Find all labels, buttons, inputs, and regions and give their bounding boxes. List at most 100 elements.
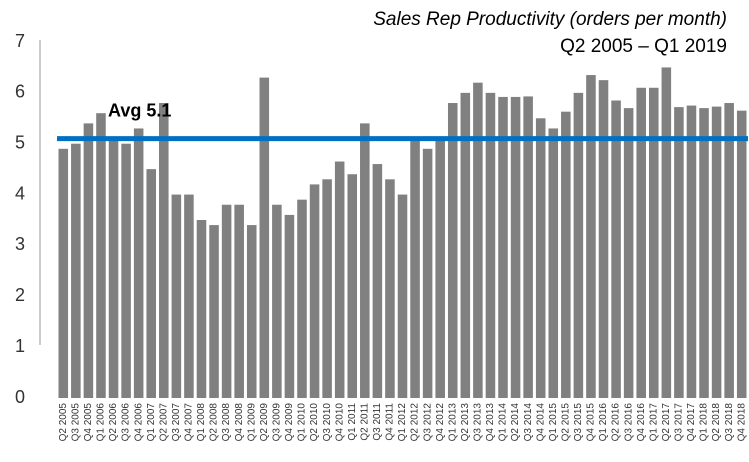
x-tick-label: Q1 2018: [699, 403, 710, 442]
bar: [297, 199, 307, 398]
bar: [711, 106, 722, 399]
bar: [548, 128, 559, 398]
x-tick-label: Q1 2011: [347, 403, 358, 441]
bar: [674, 107, 684, 399]
bar: [171, 194, 182, 398]
bar: [221, 204, 232, 398]
x-tick-label: Q3 2009: [272, 403, 283, 442]
bar: [686, 105, 697, 399]
x-tick-label: Q2 2005: [58, 403, 69, 442]
bar: [284, 214, 295, 398]
bar: [422, 148, 433, 398]
bar: [510, 96, 521, 398]
x-tick-label: Q4 2017: [686, 403, 697, 442]
x-tick-label: Q4 2014: [535, 403, 546, 442]
bar: [146, 169, 157, 398]
bar: [736, 110, 747, 399]
bar: [385, 179, 395, 398]
x-tick-label: Q4 2015: [586, 403, 597, 442]
bar: [598, 80, 609, 399]
bar: [259, 77, 270, 398]
x-tick-label: Q2 2014: [510, 403, 521, 442]
bar: [648, 87, 659, 399]
bar: [473, 82, 483, 398]
x-tick-label: Q2 2012: [410, 403, 421, 442]
bar: [309, 184, 320, 398]
y-tick-label: 1: [15, 336, 25, 356]
bar: [184, 194, 194, 398]
chart-subtitle: Q2 2005 – Q1 2019: [560, 36, 727, 57]
x-tick-label: Q4 2007: [184, 403, 195, 442]
x-tick-label: Q3 2010: [322, 403, 333, 442]
bar: [661, 67, 672, 398]
x-tick-label: Q2 2010: [309, 403, 320, 442]
x-tick-label: Q2 2018: [711, 403, 722, 442]
x-tick-label: Q1 2009: [246, 403, 257, 442]
x-tick-label: Q4 2016: [636, 403, 647, 442]
x-tick-label: Q1 2006: [96, 403, 107, 442]
bar: [234, 204, 244, 398]
bar: [159, 103, 169, 399]
x-tick-label: Q4 2011: [385, 403, 396, 441]
bar: [523, 96, 533, 398]
bar: [322, 179, 332, 398]
x-tick-label: Q2 2008: [209, 403, 220, 442]
bar: [246, 225, 257, 398]
bar: [485, 92, 496, 398]
bar: [83, 123, 94, 398]
y-tick-label: 0: [15, 387, 25, 407]
y-tick-label: 6: [15, 82, 25, 102]
bar: [71, 143, 81, 398]
x-tick-label: Q3 2016: [623, 403, 634, 442]
bar: [699, 108, 709, 398]
x-tick-label: Q2 2006: [108, 403, 119, 442]
x-tick-label: Q1 2017: [648, 403, 659, 442]
bar: [573, 92, 584, 398]
bar: [435, 138, 445, 398]
x-tick-label: Q1 2015: [548, 403, 559, 442]
bar: [334, 161, 345, 398]
x-tick-label: Q4 2013: [485, 403, 496, 442]
x-tick-label: Q2 2013: [460, 403, 471, 442]
bar: [372, 164, 383, 398]
bar: [133, 128, 144, 398]
bar: [623, 108, 634, 398]
x-tick-label: Q1 2014: [498, 403, 509, 442]
y-tick-label: 3: [15, 234, 25, 254]
x-tick-label: Q3 2017: [674, 403, 685, 442]
bar: [96, 113, 106, 398]
x-tick-label: Q1 2007: [146, 403, 157, 442]
x-tick-label: Q3 2011: [372, 403, 383, 441]
bar: [535, 118, 546, 399]
x-tick-label: Q4 2012: [435, 403, 446, 442]
x-tick-label: Q2 2007: [158, 403, 169, 442]
x-tick-label: Q2 2011: [359, 403, 370, 441]
average-label: Avg 5.1: [108, 100, 171, 120]
x-tick-label: Q4 2009: [284, 403, 295, 442]
x-tick-label: Q4 2008: [234, 403, 245, 442]
bar: [611, 100, 621, 398]
bar: [58, 148, 69, 398]
bar: [447, 103, 458, 399]
x-tick-label: Q2 2017: [661, 403, 672, 442]
x-tick-label: Q3 2005: [70, 403, 81, 442]
y-tick-label: 2: [15, 285, 25, 305]
x-tick-label: Q3 2013: [473, 403, 484, 442]
bar: [724, 103, 734, 399]
bar: [108, 138, 119, 398]
bar: [498, 96, 508, 398]
bar: [196, 220, 207, 398]
bar: [397, 194, 408, 398]
x-tick-label: Q1 2008: [196, 403, 207, 442]
x-tick-label: Q4 2005: [83, 403, 94, 442]
chart-title: Sales Rep Productivity (orders per month…: [373, 9, 727, 30]
y-tick-label: 7: [15, 31, 25, 51]
bar: [460, 92, 471, 398]
bar: [561, 111, 571, 398]
bar: [360, 123, 370, 398]
x-tick-label: Q3 2015: [573, 403, 584, 442]
x-tick-label: Q3 2018: [724, 403, 735, 442]
bar: [410, 138, 420, 398]
x-tick-label: Q1 2013: [447, 403, 458, 442]
x-tick-label: Q2 2009: [259, 403, 270, 442]
